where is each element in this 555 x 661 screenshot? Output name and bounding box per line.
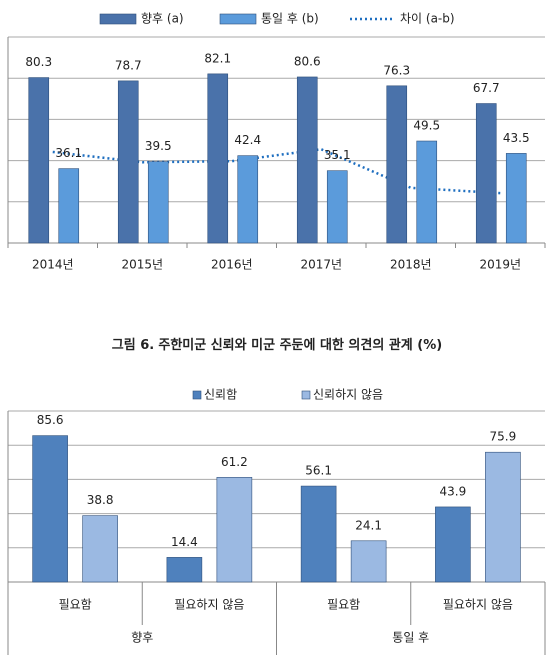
value-label: 42.4 [234,133,261,147]
bar [475,103,497,244]
legend-swatch [99,13,137,25]
value-label: 35.1 [324,148,351,162]
x-tick-label: 필요함 [59,598,92,612]
value-label: 49.5 [413,119,440,133]
value-label: 67.7 [473,81,500,95]
bar [32,435,68,583]
value-label: 43.5 [503,131,530,145]
bar [147,161,169,244]
group-label: 향후 [131,631,153,645]
legend-swatch [301,390,311,400]
bar [386,85,408,244]
title: 주한미군 신뢰와 미군 주둔에 대한 의견의 관계 (%) [158,337,442,353]
value-label: 39.5 [145,139,172,153]
value-label: 80.3 [25,55,52,69]
bar [207,73,229,244]
bar [350,540,387,583]
legend-label: 통일 후 (b) [261,12,319,26]
x-tick-label: 2015년 [121,258,163,272]
bar [216,477,253,583]
value-label: 38.8 [87,493,114,507]
legend-label: 신뢰함 [204,388,237,402]
x-tick-label: 필요하지 않음 [174,598,244,612]
x-tick-label: 2017년 [300,258,342,272]
legend-label: 신뢰하지 않음 [313,388,383,402]
value-label: 36.1 [55,146,82,160]
bar [82,515,118,583]
group-label: 통일 후 [392,631,429,645]
legend-swatch [219,13,257,25]
bar [28,77,50,244]
value-label: 85.6 [37,413,64,427]
bar [166,557,203,583]
value-label: 82.1 [204,51,231,65]
x-tick-label: 2019년 [479,258,521,272]
value-label: 14.4 [171,535,198,549]
x-tick-label: 2014년 [32,258,74,272]
bar [300,485,337,583]
x-tick-label: 2018년 [390,258,432,272]
x-tick-label: 필요하지 않음 [443,598,513,612]
bar [237,155,259,244]
legend-label: 차이 (a-b) [400,12,455,26]
bar [435,506,471,583]
bar [326,170,348,244]
bar [117,80,139,244]
value-label: 56.1 [305,464,332,478]
value-label: 80.6 [294,54,321,68]
figure-label: 그림 6. [112,338,154,353]
legend-swatch [192,390,202,400]
bar [505,153,527,244]
bar [58,168,80,244]
bar [296,76,318,244]
legend-label: 향후 (a) [141,12,184,26]
bar [416,140,438,244]
x-tick-label: 필요함 [327,598,360,612]
value-label: 43.9 [440,484,467,498]
bar [485,451,521,583]
value-label: 24.1 [355,518,382,532]
chart-title: 그림 6. 주한미군 신뢰와 미군 주둔에 대한 의견의 관계 (%) [112,337,442,353]
value-label: 61.2 [221,455,248,469]
value-label: 78.7 [115,58,142,72]
x-tick-label: 2016년 [211,258,253,272]
value-label: 76.3 [383,63,410,77]
value-label: 75.9 [490,430,517,444]
